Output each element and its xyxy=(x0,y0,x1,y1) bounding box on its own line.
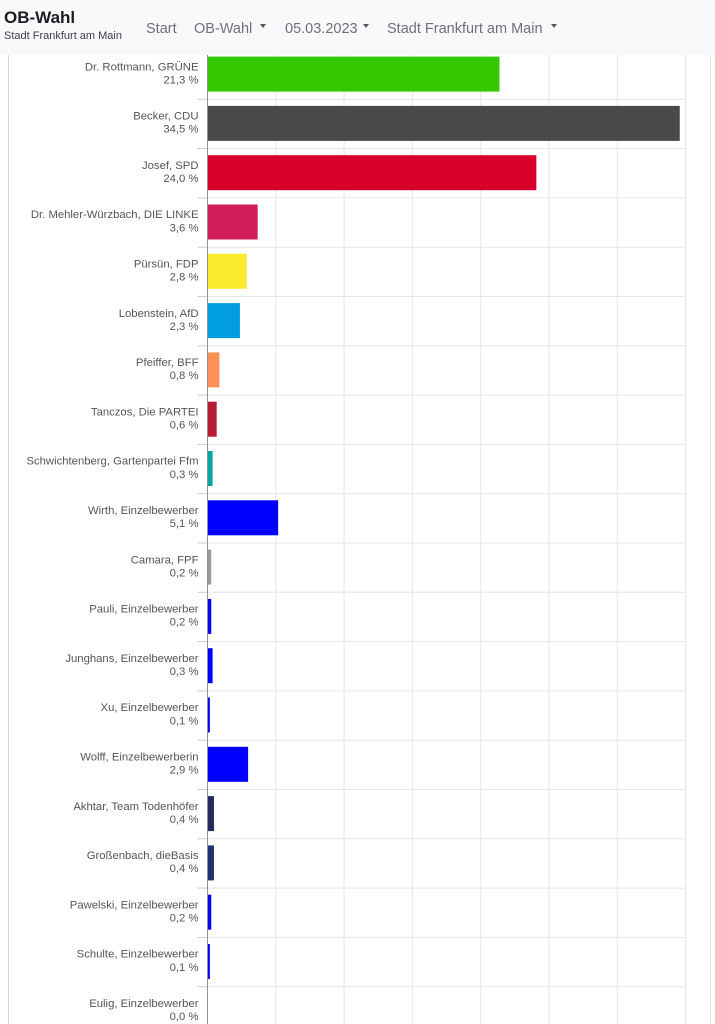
svg-text:Schwichtenberg, Gartenpartei F: Schwichtenberg, Gartenpartei Ffm xyxy=(26,456,198,468)
svg-text:Großenbach, dieBasis: Großenbach, dieBasis xyxy=(87,850,199,862)
svg-text:Pürsün, FDP: Pürsün, FDP xyxy=(134,259,199,271)
svg-text:2,9 %: 2,9 % xyxy=(170,765,199,777)
svg-text:0,4 %: 0,4 % xyxy=(170,814,199,826)
svg-text:24,0 %: 24,0 % xyxy=(163,173,198,185)
svg-text:2,8 %: 2,8 % xyxy=(170,272,199,284)
svg-text:Dr. Mehler-Würzbach, DIE LINKE: Dr. Mehler-Würzbach, DIE LINKE xyxy=(31,209,199,221)
svg-text:Becker, CDU: Becker, CDU xyxy=(133,111,198,123)
svg-text:Lobenstein, AfD: Lobenstein, AfD xyxy=(119,308,199,320)
svg-text:Wirth, Einzelbewerber: Wirth, Einzelbewerber xyxy=(88,505,199,517)
svg-text:0,6 %: 0,6 % xyxy=(170,420,199,432)
svg-text:0,4 %: 0,4 % xyxy=(170,863,199,875)
svg-text:0,2 %: 0,2 % xyxy=(170,913,199,925)
svg-text:Schulte, Einzelbewerber: Schulte, Einzelbewerber xyxy=(77,949,199,961)
svg-text:Eulig, Einzelbewerber: Eulig, Einzelbewerber xyxy=(89,998,199,1010)
svg-text:Dr. Rottmann, GRÜNE: Dr. Rottmann, GRÜNE xyxy=(85,61,199,73)
svg-text:Josef, SPD: Josef, SPD xyxy=(142,160,199,172)
svg-text:0,8 %: 0,8 % xyxy=(170,370,199,382)
svg-text:Camara, FPF: Camara, FPF xyxy=(131,554,199,566)
svg-text:0,3 %: 0,3 % xyxy=(170,666,199,678)
svg-text:0,0 %: 0,0 % xyxy=(170,1011,199,1023)
svg-text:Pfeiffer, BFF: Pfeiffer, BFF xyxy=(136,357,199,369)
svg-text:0,1 %: 0,1 % xyxy=(170,962,199,974)
svg-text:0,2 %: 0,2 % xyxy=(170,617,199,629)
svg-text:21,3 %: 21,3 % xyxy=(163,74,198,86)
svg-text:0,3 %: 0,3 % xyxy=(170,469,199,481)
svg-text:Akhtar, Team Todenhöfer: Akhtar, Team Todenhöfer xyxy=(73,801,198,813)
svg-text:34,5 %: 34,5 % xyxy=(163,124,198,136)
svg-text:0,2 %: 0,2 % xyxy=(170,567,199,579)
svg-text:Pawelski, Einzelbewerber: Pawelski, Einzelbewerber xyxy=(70,899,199,911)
svg-text:Junghans, Einzelbewerber: Junghans, Einzelbewerber xyxy=(65,653,198,665)
svg-text:Wolff, Einzelbewerberin: Wolff, Einzelbewerberin xyxy=(80,752,198,764)
svg-text:Pauli, Einzelbewerber: Pauli, Einzelbewerber xyxy=(89,604,199,616)
svg-text:0,1 %: 0,1 % xyxy=(170,715,199,727)
svg-text:5,1 %: 5,1 % xyxy=(170,518,199,530)
svg-text:3,6 %: 3,6 % xyxy=(170,222,199,234)
svg-text:Tanczos, Die PARTEI: Tanczos, Die PARTEI xyxy=(91,406,199,418)
svg-text:2,3 %: 2,3 % xyxy=(170,321,199,333)
svg-text:Xu, Einzelbewerber: Xu, Einzelbewerber xyxy=(101,702,199,714)
